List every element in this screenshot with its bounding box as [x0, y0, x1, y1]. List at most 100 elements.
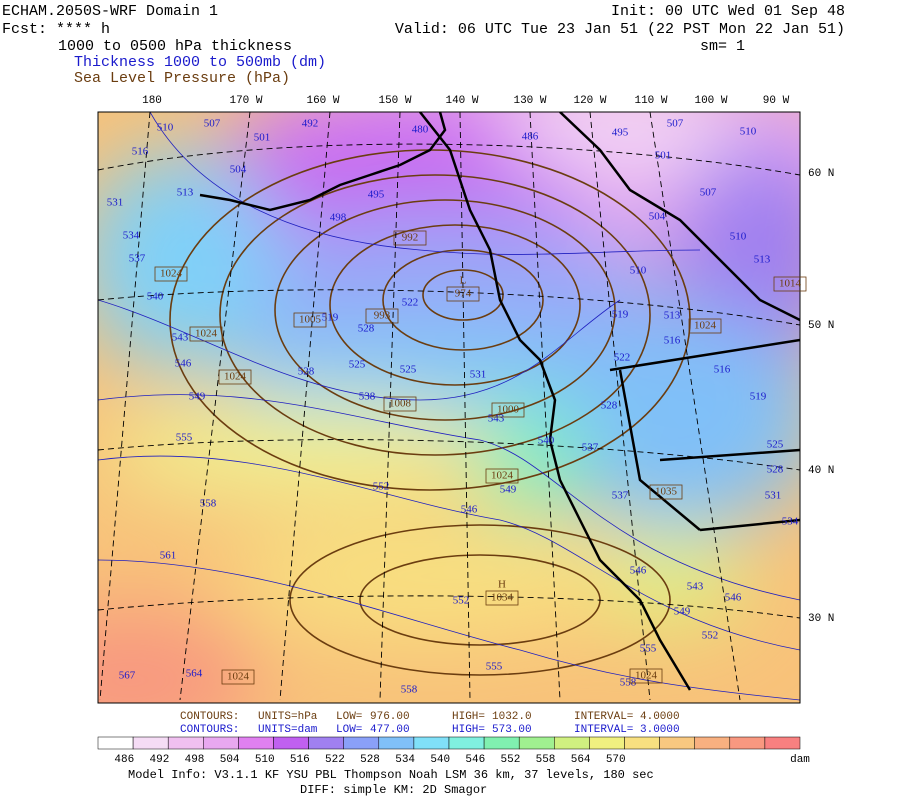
- thickness-label: 525: [349, 359, 366, 371]
- colorbar-swatch: [729, 736, 766, 750]
- thickness-label: 513: [664, 310, 681, 322]
- colorbar-label: 534: [395, 754, 415, 766]
- colorbar: 486 492 498 504 510 516 522 528 534 540 546 552 558 5…: [97, 736, 810, 766]
- init-time: Init: 00 UTC Wed 01 Sep 48: [611, 3, 845, 20]
- thickness-label: 504: [230, 164, 247, 176]
- colorbar-label: 570: [606, 754, 626, 766]
- lat-label: 40 N: [808, 465, 834, 477]
- thickness-label: 537: [129, 253, 146, 265]
- slp-label: 1005: [299, 314, 322, 326]
- thickness-label: 522: [402, 297, 419, 309]
- colorbar-label: 498: [185, 754, 205, 766]
- colorbar-swatch: [273, 736, 309, 750]
- lon-label: 110 W: [634, 95, 667, 107]
- slp-label: 1000: [497, 404, 520, 416]
- thickness-contour-info: CONTOURS: UNITS=dam LOW= 477.00 HIGH= 573.00 I…: [180, 724, 680, 736]
- colorbar-swatch: [554, 736, 590, 750]
- labels: 180 170 W 160 W 150 W 140 W 130 W 120 W 110 W 10…: [107, 95, 835, 696]
- colorbar-swatch: [694, 736, 731, 750]
- contour-info-field: UNITS=dam: [258, 724, 318, 736]
- colorbar-label: 552: [501, 754, 521, 766]
- lon-label: 140 W: [445, 95, 478, 107]
- colorbar-label: 540: [430, 754, 450, 766]
- thickness-label: 507: [667, 118, 684, 130]
- colorbar-swatch: [413, 736, 450, 750]
- thickness-label: 513: [754, 254, 771, 266]
- slp-label: 1034: [491, 592, 514, 604]
- thickness-label: 546: [725, 592, 742, 604]
- slp-label-box: [649, 484, 683, 500]
- thickness-label: 543: [172, 332, 189, 344]
- map-frame: [97, 111, 801, 704]
- model-info: Model Info: V3.1.1 KF YSU PBL Thompson N…: [128, 768, 654, 782]
- lon-label: 170 W: [229, 95, 262, 107]
- graticule: [98, 112, 800, 701]
- thickness-label: 552: [453, 595, 470, 607]
- map-field: [98, 112, 800, 703]
- slp-label: 1024: [160, 268, 183, 280]
- thickness-label: 528: [358, 323, 375, 335]
- lon-label: 180: [142, 95, 162, 107]
- thickness-label: 507: [700, 187, 717, 199]
- thickness-label: 531: [107, 197, 124, 209]
- thickness-label: 534: [782, 516, 799, 528]
- field-name: 1000 to 0500 hPa thickness: [58, 38, 292, 55]
- thickness-label: 543: [687, 581, 704, 593]
- thickness-label: 558: [620, 677, 637, 689]
- colorbar-swatch: [167, 736, 204, 750]
- thickness-label: 525: [767, 439, 784, 451]
- contour-info-field: LOW=: [336, 711, 362, 723]
- slp-label-box: [629, 668, 663, 684]
- lat-label: 30 N: [808, 613, 834, 625]
- valid-time: Valid: 06 UTC Tue 23 Jan 51 (22 PST Mon …: [395, 21, 845, 38]
- lon-label: 150 W: [378, 95, 411, 107]
- slp-label: 1024: [491, 470, 514, 482]
- thickness-label: 561: [160, 550, 177, 562]
- thickness-label: 480: [412, 124, 429, 136]
- thickness-label: 552: [702, 630, 719, 642]
- slp-label: 1024: [694, 320, 717, 332]
- lon-label: 120 W: [573, 95, 606, 107]
- colorbar-swatch: [132, 736, 169, 750]
- colorbar-label: 516: [290, 754, 310, 766]
- thickness-label: 516: [714, 364, 731, 376]
- thickness-label: 495: [368, 189, 385, 201]
- thickness-label: 531: [765, 490, 782, 502]
- slp-label-box: [365, 308, 399, 324]
- colorbar-label: 486: [114, 754, 134, 766]
- thickness-label: 516: [664, 335, 681, 347]
- thickness-label: 528: [601, 400, 618, 412]
- colorbar-label: 522: [325, 754, 345, 766]
- colorbar-swatch: [518, 736, 555, 750]
- slp-label-box: [221, 669, 255, 685]
- colorbar-label: 528: [360, 754, 380, 766]
- contour-info-field: LOW=: [336, 724, 362, 736]
- contour-info-field: CONTOURS:: [180, 724, 239, 736]
- contour-info-field: 477.00: [370, 724, 410, 736]
- thickness-label: 537: [582, 442, 599, 454]
- slp-label-box: [154, 266, 188, 282]
- colorbar-swatch: [308, 736, 344, 750]
- thickness-label: 486: [522, 131, 539, 143]
- thickness-label: 534: [123, 230, 140, 242]
- slp-label-box: [189, 326, 223, 342]
- slp-label-box: [383, 396, 417, 412]
- slp-label-box: [688, 318, 722, 334]
- thickness-label: 501: [655, 150, 672, 162]
- thickness-label: 531: [470, 369, 487, 381]
- thickness-label: 555: [640, 643, 657, 655]
- thickness-label: 549: [189, 391, 206, 403]
- thickness-label: 538: [359, 391, 376, 403]
- colorbar-swatch: [764, 736, 801, 750]
- slp-label-box: [393, 230, 427, 246]
- lat-label: 50 N: [808, 320, 834, 332]
- thickness-label: 504: [649, 211, 666, 223]
- thickness-label: 555: [486, 661, 503, 673]
- colorbar-swatch: [343, 736, 380, 750]
- thickness-label: 537: [612, 490, 629, 502]
- thickness-label: 564: [186, 668, 203, 680]
- thickness-label: 567: [119, 670, 136, 682]
- slp-contour-info: CONTOURS: UNITS=hPa LOW= 976.00 HIGH= 1032.0 I…: [180, 711, 680, 723]
